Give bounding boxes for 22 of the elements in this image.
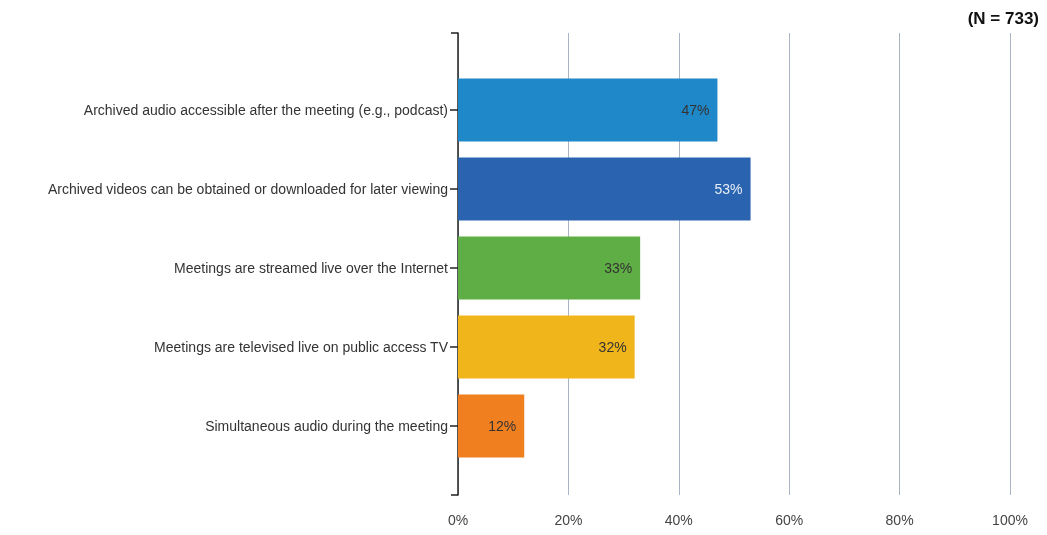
- bar: [458, 78, 718, 142]
- y-tick-label: Meetings are streamed live over the Internet: [174, 260, 449, 276]
- bar: [458, 157, 751, 221]
- bar: [458, 394, 525, 458]
- data-label: 33%: [604, 260, 633, 276]
- text: (N = 733): [967, 9, 1040, 28]
- y-tick-label: Meetings are televised live on public access TV: [154, 339, 449, 355]
- data-label: 47%: [681, 102, 710, 118]
- bar: [458, 315, 635, 379]
- data-label: 12%: [488, 418, 517, 434]
- y-tick-label: Archived audio accessible after the meeting (e.g., podcast): [83, 102, 448, 118]
- y-tick-label: Archived videos can be obtained or downloaded for later viewing: [47, 181, 448, 197]
- bar: [458, 236, 641, 300]
- x-tick-label: 20%: [554, 512, 583, 528]
- data-label: 32%: [598, 339, 627, 355]
- x-tick-label: 0%: [447, 512, 469, 528]
- x-tick-label: 80%: [885, 512, 914, 528]
- x-tick-label: 60%: [775, 512, 804, 528]
- x-tick-label: 40%: [664, 512, 693, 528]
- y-tick-label: Simultaneous audio during the meeting: [205, 418, 448, 434]
- x-tick-label: 100%: [992, 512, 1028, 528]
- data-label: 53%: [714, 181, 743, 197]
